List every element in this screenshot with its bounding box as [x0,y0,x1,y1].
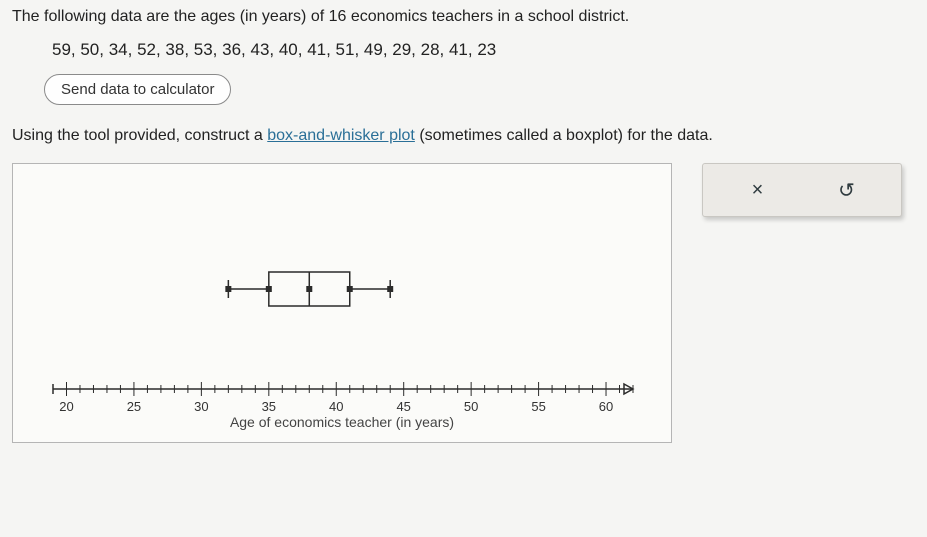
boxplot-canvas[interactable]: 20 25 30 35 40 45 50 55 60 Age of economics teac… [12,163,672,443]
svg-text:20: 20 [59,399,73,414]
instruction-suffix: (sometimes called a boxplot) for the dat… [415,127,713,144]
problem-intro: The following data are the ages (in year… [12,8,915,26]
boxplot-link[interactable]: box-and-whisker plot [267,127,415,144]
svg-text:55: 55 [531,399,545,414]
clear-button[interactable]: × [744,176,772,204]
boxplot-svg: 20 25 30 35 40 45 50 55 60 [13,164,673,444]
svg-text:35: 35 [262,399,276,414]
svg-text:45: 45 [396,399,410,414]
send-data-label: Send data to calculator [61,81,214,98]
undo-icon: ↺ [838,178,855,203]
undo-button[interactable]: ↺ [833,176,861,204]
intro-count: 16 [329,8,347,25]
svg-text:40: 40 [329,399,343,414]
controls-panel: × ↺ [702,163,902,217]
svg-text:60: 60 [599,399,613,414]
instruction-text: Using the tool provided, construct a box… [12,127,915,145]
x-axis-label: Age of economics teacher (in years) [13,414,671,430]
intro-suffix: economics teachers in a school district. [346,8,629,25]
data-values: 59, 50, 34, 52, 38, 53, 36, 43, 40, 41, … [52,40,915,60]
send-data-button[interactable]: Send data to calculator [44,74,231,105]
close-icon: × [752,179,764,202]
svg-text:30: 30 [194,399,208,414]
instruction-prefix: Using the tool provided, construct a [12,127,267,144]
svg-text:25: 25 [127,399,141,414]
intro-prefix: The following data are the ages (in year… [12,8,329,25]
svg-text:50: 50 [464,399,478,414]
